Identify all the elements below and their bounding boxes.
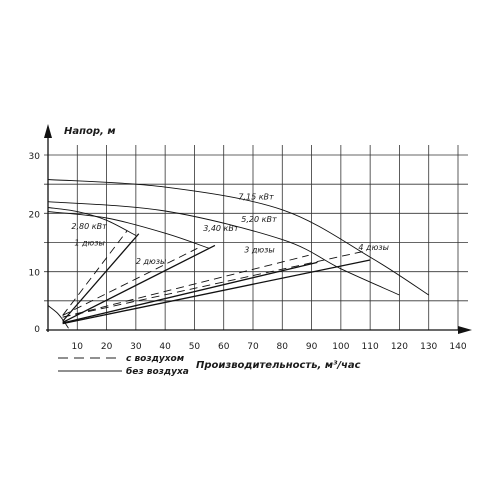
- legend-label-with-air: с воздухом: [126, 354, 185, 364]
- curve-label-7: 4 дюзы: [358, 243, 388, 252]
- x-tick-label: 20: [101, 342, 113, 352]
- curve-label-0: 2,80 кВт: [71, 222, 107, 231]
- legend-label-without-air: без воздуха: [126, 366, 189, 377]
- x-tick-label: 70: [247, 342, 259, 352]
- y-tick-label: 30: [29, 152, 41, 162]
- x-tick-label: 80: [277, 342, 289, 352]
- x-tick-label: 100: [332, 342, 349, 352]
- x-tick-label: 110: [362, 342, 379, 352]
- x-tick-label: 10: [72, 342, 84, 352]
- system-curve-without-air-2: [62, 261, 318, 324]
- curve-label-6: 3 дюзы: [244, 245, 274, 254]
- curve-label-3: 7,15 кВт: [238, 192, 274, 201]
- grid: [44, 145, 468, 330]
- x-axis-title: Производительность, м³/час: [196, 360, 361, 371]
- y-axis-arrow: [44, 124, 52, 138]
- x-axis-arrow: [458, 326, 472, 334]
- system-curve-with-air-2: [62, 254, 309, 318]
- near-zero-curve: [47, 305, 69, 329]
- system-curve-without-air-0: [62, 233, 140, 322]
- y-axis-title: Напор, м: [64, 126, 116, 137]
- curve-label-2: 5,20 кВт: [241, 215, 277, 224]
- pump-curve-1: [47, 211, 210, 249]
- legend: с воздухом без воздуха: [58, 354, 189, 377]
- x-tick-label: 140: [449, 342, 466, 352]
- x-tick-label: 60: [218, 342, 230, 352]
- curve-label-4: 1 дюзы: [74, 238, 104, 247]
- system-curves: [62, 230, 371, 325]
- x-tick-label: 40: [159, 342, 171, 352]
- x-tick-label: 90: [306, 342, 318, 352]
- pump-curve-0: [47, 207, 137, 236]
- system-curve-with-air-3: [62, 250, 365, 318]
- x-tick-label: 50: [189, 342, 201, 352]
- curve-label-1: 3,40 кВт: [203, 224, 239, 233]
- y-tick-label: 20: [29, 210, 41, 220]
- x-tick-label: 30: [130, 342, 142, 352]
- system-curve-without-air-1: [62, 244, 216, 323]
- curve-label-5: 2 дюзы: [136, 257, 166, 266]
- x-tick-label: 130: [420, 342, 437, 352]
- tick-labels: 10 20 30 40 50 60 70 80 90 100 110 120 130 140 0 10 20 30: [29, 152, 467, 352]
- system-curve-with-air-1: [62, 247, 198, 316]
- axes: [44, 124, 472, 334]
- pump-curves: [47, 179, 429, 329]
- x-tick-label: 120: [391, 342, 408, 352]
- system-curve-without-air-3: [62, 259, 371, 325]
- pump-curve-2: [47, 201, 400, 296]
- y-tick-label: 10: [29, 269, 41, 279]
- pump-curve-3: [47, 179, 429, 296]
- y-tick-label: 0: [34, 325, 40, 335]
- system-curve-with-air-0: [62, 230, 128, 316]
